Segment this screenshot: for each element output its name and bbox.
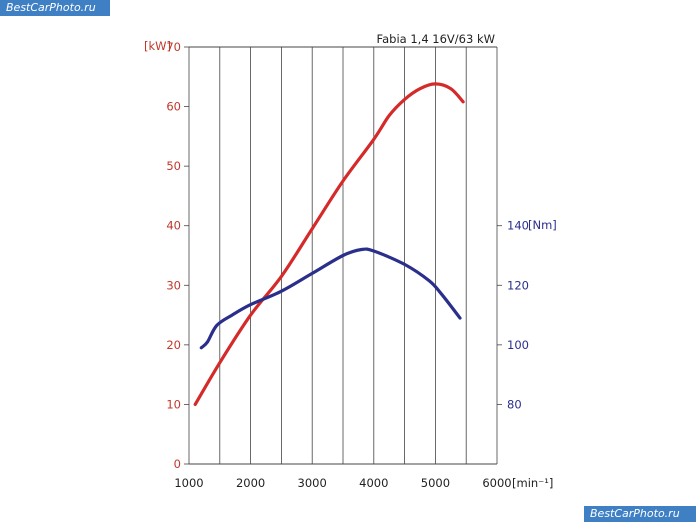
y-right-tick-label: 80 [507, 397, 522, 411]
y-right-tick-label: 140 [507, 219, 529, 233]
y-axis-left-label: [kW] [144, 39, 171, 53]
power-curve [193, 82, 465, 406]
x-tick-label: 6000 [482, 476, 511, 490]
y-left-tick-label: 40 [166, 219, 181, 233]
y-left-tick-label: 70 [166, 40, 181, 54]
y-left-tick-label: 30 [166, 278, 181, 292]
x-tick-label: 5000 [421, 476, 450, 490]
y-left-tick-label: 50 [166, 159, 181, 173]
y-axis-right-label: [Nm] [528, 218, 557, 232]
y-left-tick-label: 60 [166, 100, 181, 114]
x-tick-label: 3000 [298, 476, 327, 490]
chart-title: Fabia 1,4 16V/63 kW [377, 32, 495, 46]
y-right-tick-label: 120 [507, 278, 529, 292]
y-left-tick-label: 10 [166, 397, 181, 411]
x-tick-label: 2000 [236, 476, 265, 490]
x-tick-label: 1000 [174, 476, 203, 490]
series-layer [193, 82, 465, 406]
tick-labels: 0 10 20 30 40 50 60 70 80 100 120 140 1000 2000 3000 40… [166, 40, 529, 490]
watermark-top: BestCarPhoto.ru [0, 0, 110, 16]
x-tick-label: 4000 [359, 476, 388, 490]
watermark-bottom: BestCarPhoto.ru [584, 506, 696, 522]
x-axis-label: [min⁻¹] [512, 476, 553, 490]
y-right-tick-label: 100 [507, 338, 529, 352]
y-left-tick-label: 20 [166, 338, 181, 352]
grid [188, 46, 498, 465]
torque-curve [199, 247, 462, 350]
y-left-tick-label: 0 [174, 457, 181, 471]
